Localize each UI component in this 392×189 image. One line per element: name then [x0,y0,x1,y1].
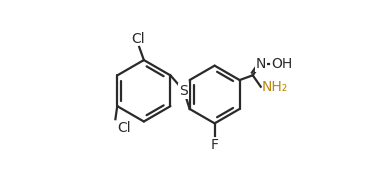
Text: Cl: Cl [132,32,145,46]
Text: N: N [256,57,266,71]
Text: S: S [180,84,188,98]
Text: OH: OH [271,57,292,71]
Text: NH₂: NH₂ [262,80,288,94]
Text: Cl: Cl [117,121,131,135]
Text: F: F [211,138,219,152]
